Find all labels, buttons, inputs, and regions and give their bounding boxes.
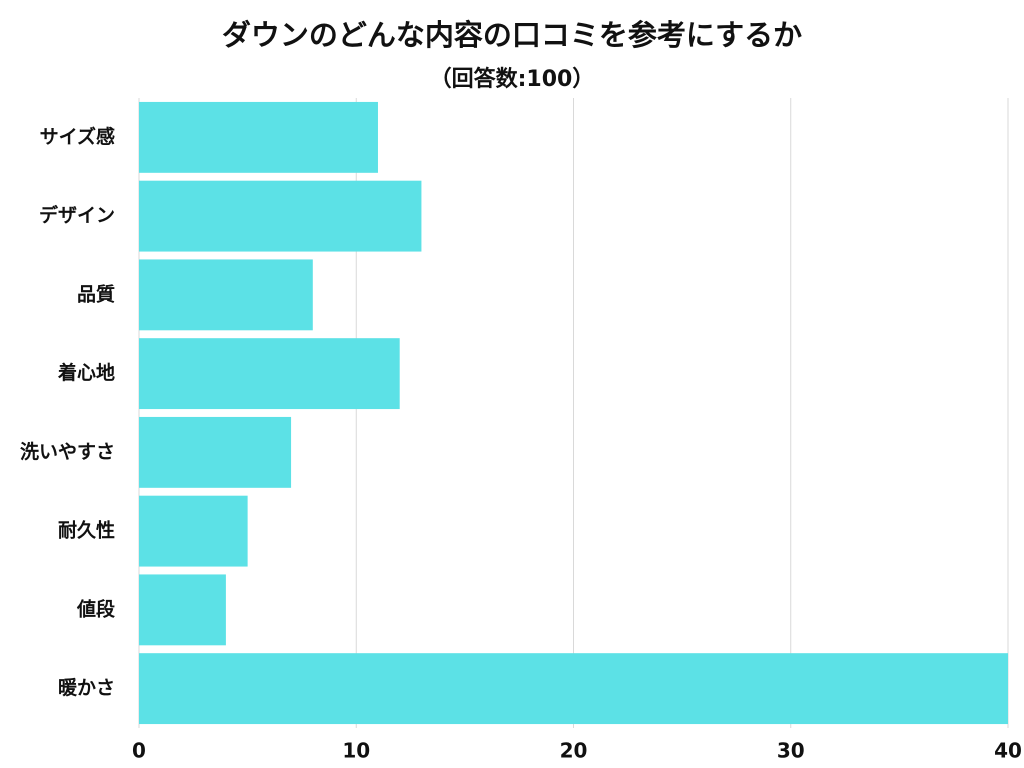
chart-subtitle: （回答数:100）: [430, 66, 595, 92]
x-tick-label: 20: [560, 739, 588, 763]
y-tick-label: 値段: [76, 597, 116, 620]
y-tick-label: 耐久性: [58, 519, 115, 542]
bar: [139, 180, 422, 252]
bar: [139, 416, 292, 488]
x-tick-label: 30: [777, 739, 805, 763]
y-tick-label: サイズ感: [40, 125, 115, 148]
x-tick-label: 10: [342, 739, 370, 763]
bar: [139, 101, 378, 173]
y-tick-label: デザイン: [39, 204, 115, 227]
chart-title: ダウンのどんな内容の口コミを参考にするか: [222, 18, 802, 52]
bar: [139, 653, 1008, 725]
bar: [139, 495, 248, 567]
bar: [139, 259, 313, 331]
y-tick-label: 品質: [77, 282, 115, 305]
y-tick-label: 洗いやすさ: [20, 440, 115, 463]
y-tick-label: 着心地: [58, 361, 115, 384]
bar: [139, 574, 226, 646]
x-tick-label: 0: [132, 739, 146, 763]
x-tick-label: 40: [994, 739, 1022, 763]
y-tick-label: 暖かさ: [58, 676, 115, 699]
bar: [139, 338, 400, 410]
